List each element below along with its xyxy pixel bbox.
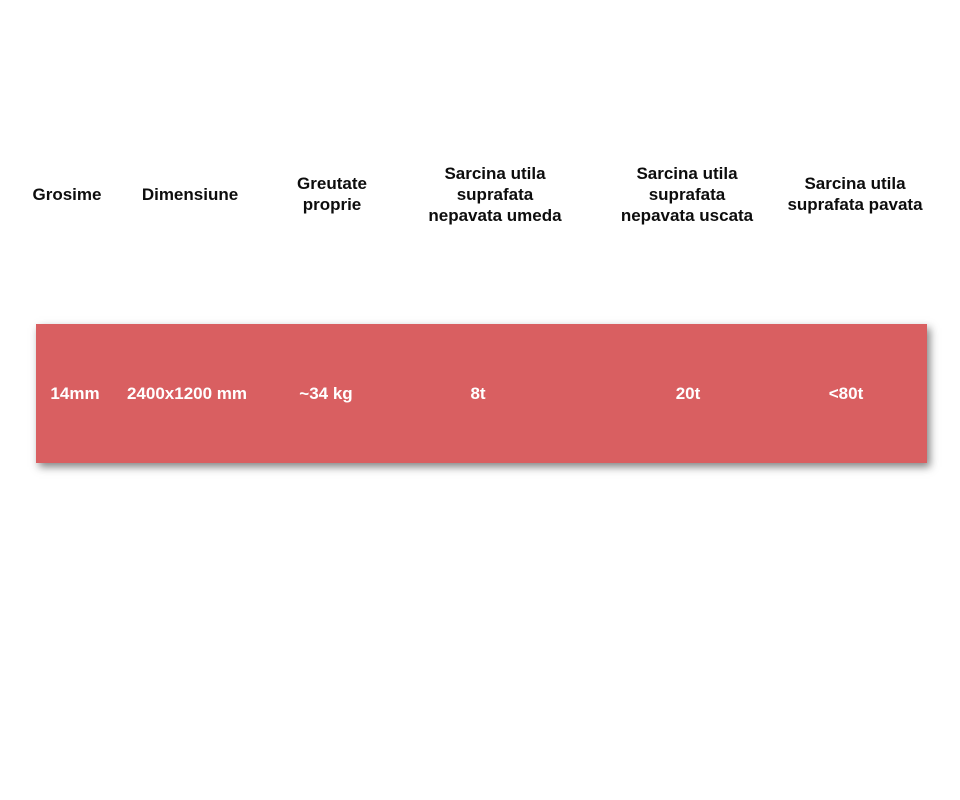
cell-dimensiune-value: 2400x1200 mm — [126, 383, 248, 403]
column-header-sarcina-nepavata-uscata: Sarcina utila suprafata nepavata uscata — [620, 163, 754, 225]
cell-sarcina-pavata-value: <80t — [828, 383, 864, 403]
column-header-grosime: Grosime — [32, 184, 102, 204]
cell-sarcina-nepavata-umeda-value: 8t — [470, 383, 486, 403]
column-header-dimensiune: Dimensiune — [141, 184, 239, 204]
cell-sarcina-nepavata-uscata-value: 20t — [675, 383, 701, 403]
column-header-sarcina-pavata: Sarcina utila suprafata pavata — [787, 174, 923, 214]
column-header-sarcina-nepavata-umeda: Sarcina utila suprafata nepavata umeda — [428, 163, 562, 225]
column-header-greutate-proprie: Greutate proprie — [297, 174, 367, 214]
table-row-highlight — [36, 324, 927, 463]
cell-grosime-value: 14mm — [50, 383, 100, 403]
cell-greutate-value: ~34 kg — [299, 383, 353, 403]
